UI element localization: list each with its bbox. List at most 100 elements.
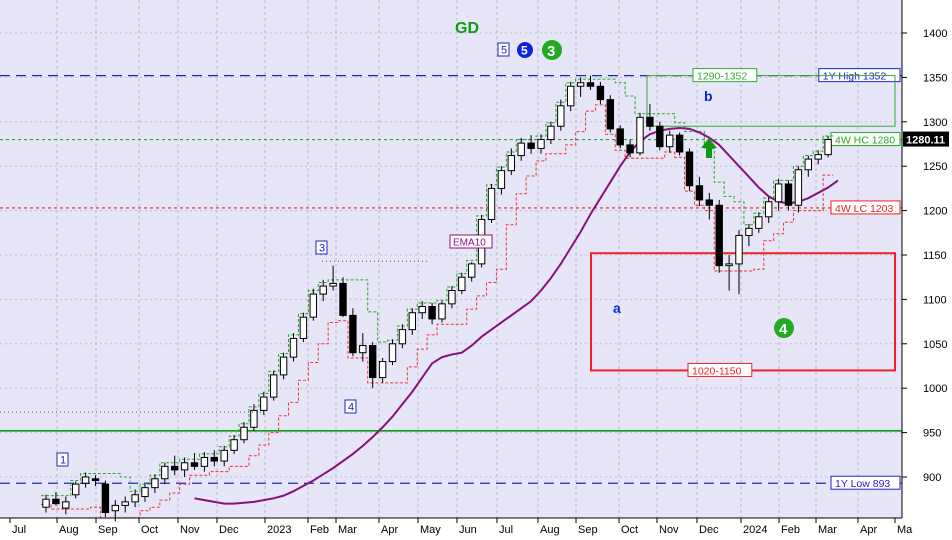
candle xyxy=(438,301,446,323)
candle xyxy=(715,199,723,273)
candle-body xyxy=(388,343,397,363)
wave-label: 1 xyxy=(60,455,66,467)
candle xyxy=(408,308,417,335)
candle xyxy=(755,212,763,233)
candle-body xyxy=(329,282,337,287)
candle xyxy=(468,262,476,282)
zone-label-box xyxy=(687,362,753,377)
candle xyxy=(42,494,50,513)
candlestick-series xyxy=(42,75,832,522)
candle-body xyxy=(537,139,545,149)
wave-letter: a xyxy=(613,300,621,316)
candle xyxy=(240,421,248,444)
candle-body xyxy=(666,134,674,148)
candle xyxy=(824,136,832,158)
time-axis: Jul Aug Sep Oct Nov Dec 2023 Feb Mar Apr May Jun Jul… xyxy=(0,517,913,536)
level-label-box xyxy=(830,475,901,490)
candle xyxy=(745,223,753,247)
candle xyxy=(567,81,575,112)
candle xyxy=(151,474,159,493)
candle-body xyxy=(121,501,129,506)
time-tick-label: Aug xyxy=(540,524,560,536)
candle-body xyxy=(765,201,773,218)
candle-body xyxy=(715,204,723,267)
candle xyxy=(765,197,773,224)
candle-body xyxy=(101,483,110,514)
candle-body xyxy=(270,374,278,398)
candle-body xyxy=(626,144,634,154)
candle xyxy=(52,492,60,506)
candle xyxy=(576,77,585,97)
candle xyxy=(141,484,149,502)
level-label: 1Y Low 893 xyxy=(835,478,890,490)
candle xyxy=(101,480,110,517)
candle xyxy=(349,308,357,357)
price-tick-label: 1050 xyxy=(923,339,947,351)
candle xyxy=(735,230,743,295)
level-label: 1Y High 1352 xyxy=(823,71,887,83)
target-zones: 1290-1352 1020-1150 xyxy=(590,68,896,377)
candle xyxy=(596,81,605,105)
candle xyxy=(309,288,318,321)
time-tick-label: Dec xyxy=(699,524,719,536)
time-tick-label: Mar xyxy=(338,524,357,536)
time-axis-background xyxy=(0,518,902,540)
price-tick-label: 1200 xyxy=(923,206,947,218)
candle-body xyxy=(230,439,238,451)
candle-body xyxy=(161,465,169,480)
ticker-label: GD xyxy=(455,20,479,37)
candle xyxy=(586,75,595,90)
candle xyxy=(458,272,466,295)
candle xyxy=(329,265,337,291)
candle xyxy=(131,489,139,508)
candle-body xyxy=(180,462,189,471)
wave-label-box xyxy=(344,399,357,414)
candle xyxy=(666,130,674,153)
candle xyxy=(774,178,783,211)
price-tick-label: 1000 xyxy=(923,383,947,395)
price-axis-background xyxy=(902,0,952,540)
candle-body xyxy=(210,456,219,462)
candle xyxy=(448,286,456,309)
wave-label: 5 xyxy=(501,45,507,57)
level-label: 4W HC 1280 xyxy=(835,135,895,147)
time-tick-label: Jul xyxy=(499,524,513,536)
candle-body xyxy=(814,154,822,160)
wave-annotations: 1 3 4 5 5 3 4 a b GD EMA10 xyxy=(0,20,794,467)
candle-body xyxy=(141,487,149,498)
last-price: 1280.11 xyxy=(906,135,945,147)
candle xyxy=(230,435,238,454)
candle xyxy=(705,192,713,220)
candle-body xyxy=(636,116,644,154)
candle xyxy=(210,450,219,467)
wave-label-box xyxy=(315,240,328,255)
zone-label: 1290-1352 xyxy=(697,71,747,83)
candle-body xyxy=(72,483,80,496)
candle-body xyxy=(507,155,516,172)
candle-body xyxy=(81,476,90,484)
candle-body xyxy=(804,158,812,171)
candle xyxy=(200,452,209,472)
wave-label-box xyxy=(497,42,510,57)
candle xyxy=(180,457,189,477)
candle-body xyxy=(398,329,407,345)
time-tick-label: Apr xyxy=(381,524,398,536)
candle-body xyxy=(606,99,614,130)
candle xyxy=(220,445,228,467)
price-tick-label: 1300 xyxy=(923,117,947,129)
time-tick-label: Jun xyxy=(459,524,477,536)
time-tick-label: Feb xyxy=(310,524,329,536)
candle-body xyxy=(91,478,100,482)
candle-body xyxy=(378,361,387,379)
candle-body xyxy=(646,116,654,127)
candle-body xyxy=(784,183,793,206)
candle-body xyxy=(448,290,456,305)
time-tick-label: 2023 xyxy=(267,524,291,536)
time-tick-label: Jul xyxy=(12,524,26,536)
ema-label-box xyxy=(449,234,493,249)
candle xyxy=(260,391,268,415)
candle-body xyxy=(685,151,694,187)
last-price-badge xyxy=(903,131,949,147)
candle-body xyxy=(369,345,377,379)
ema-line xyxy=(194,127,839,505)
